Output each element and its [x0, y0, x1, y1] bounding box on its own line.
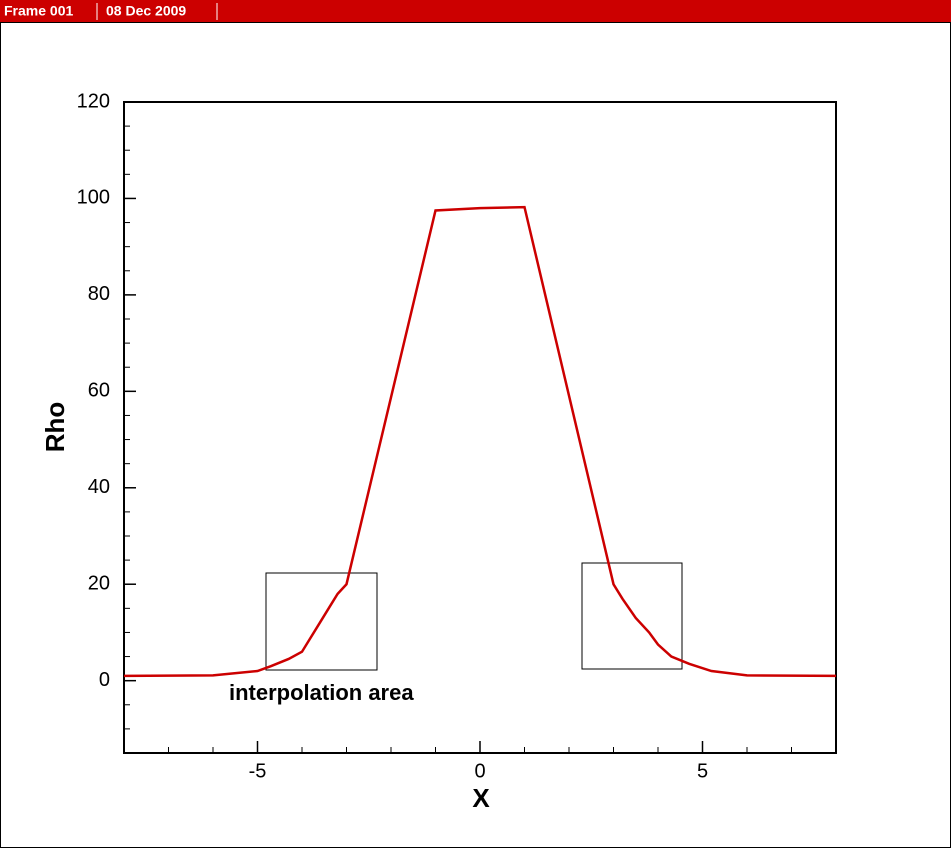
frame-label: Frame 001	[4, 3, 73, 19]
annotation-box	[581, 562, 683, 670]
data-line	[123, 205, 837, 678]
y-axis-label: Rho	[40, 402, 70, 453]
x-tick-label: 0	[474, 760, 485, 782]
y-tick-label: 80	[88, 283, 110, 305]
annotation: interpolation area	[229, 680, 414, 705]
annotation-box	[265, 572, 378, 671]
y-tick-label: 100	[77, 187, 110, 209]
header-bar	[0, 0, 951, 22]
x-tick-label: -5	[249, 760, 267, 782]
y-tick-label: 60	[88, 380, 110, 402]
x-axis-label: X	[472, 783, 490, 813]
y-tick-label: 40	[88, 476, 110, 498]
y-tick-label: 20	[88, 573, 110, 595]
y-tick-label: 120	[77, 90, 110, 112]
date-label: 08 Dec 2009	[106, 3, 186, 19]
y-tick-label: 0	[99, 669, 110, 691]
x-tick-label: 5	[697, 760, 708, 782]
